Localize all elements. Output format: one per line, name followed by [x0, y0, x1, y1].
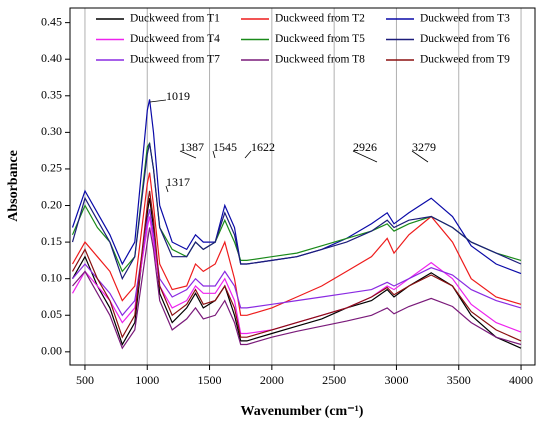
- legend-label: Duckweed from T9: [420, 54, 510, 66]
- legend-label: Duckweed from T7: [130, 54, 220, 66]
- series-line: [71, 190, 522, 342]
- y-tick-label: 0.35: [41, 88, 62, 102]
- x-tick-label: 2000: [260, 373, 284, 387]
- y-tick-label: 0.30: [41, 124, 62, 138]
- annotation: 1622: [251, 140, 275, 154]
- y-axis-title: Absorbance: [6, 150, 21, 222]
- series-line: [72, 227, 522, 350]
- annotation-leader: [411, 150, 429, 163]
- annotation-leader: [212, 150, 216, 159]
- legend-label: Duckweed from T5: [275, 33, 365, 45]
- legend-label: Duckweed from T8: [275, 54, 365, 66]
- y-tick-label: 0.40: [41, 51, 62, 65]
- x-tick-label: 3500: [447, 373, 471, 387]
- x-tick-label: 3000: [384, 373, 408, 387]
- series-line: [71, 99, 522, 275]
- y-tick-label: 0.45: [41, 14, 62, 28]
- y-tick-label: 0.25: [41, 161, 62, 175]
- legend-label: Duckweed from T3: [420, 13, 510, 25]
- annotation: 1019: [166, 89, 190, 103]
- plot-frame: [69, 7, 536, 366]
- y-tick-label: 0.05: [41, 307, 62, 321]
- x-tick-label: 500: [76, 373, 94, 387]
- annotation-leader: [165, 185, 169, 193]
- x-tick-label: 1000: [135, 373, 159, 387]
- series-line: [71, 141, 522, 273]
- x-tick-label: 1500: [198, 373, 222, 387]
- legend-label: Duckweed from T6: [420, 33, 510, 45]
- annotation: 1317: [166, 175, 190, 189]
- y-tick-label: 0.00: [41, 344, 62, 358]
- annotation-leader: [149, 99, 167, 103]
- legend-label: Duckweed from T2: [275, 13, 365, 25]
- legend-label: Duckweed from T4: [130, 33, 220, 45]
- annotation: 1545: [213, 140, 237, 154]
- y-tick-label: 0.15: [41, 234, 62, 248]
- x-axis-title: Wavenumber (cm⁻¹): [241, 404, 364, 419]
- annotation-leader: [179, 150, 197, 159]
- annotation-leader: [352, 150, 378, 163]
- y-tick-label: 0.20: [41, 197, 62, 211]
- annotation: 3279: [412, 140, 436, 154]
- annotation: 2926: [353, 140, 377, 154]
- x-tick-label: 4000: [509, 373, 533, 387]
- y-tick-label: 0.10: [41, 270, 62, 284]
- series-line: [72, 209, 522, 317]
- annotation-leader: [244, 150, 252, 159]
- x-tick-label: 2500: [322, 373, 346, 387]
- series-line: [71, 143, 522, 281]
- series-line: [71, 172, 522, 316]
- legend-label: Duckweed from T1: [130, 13, 220, 25]
- annotation: 1387: [180, 140, 204, 154]
